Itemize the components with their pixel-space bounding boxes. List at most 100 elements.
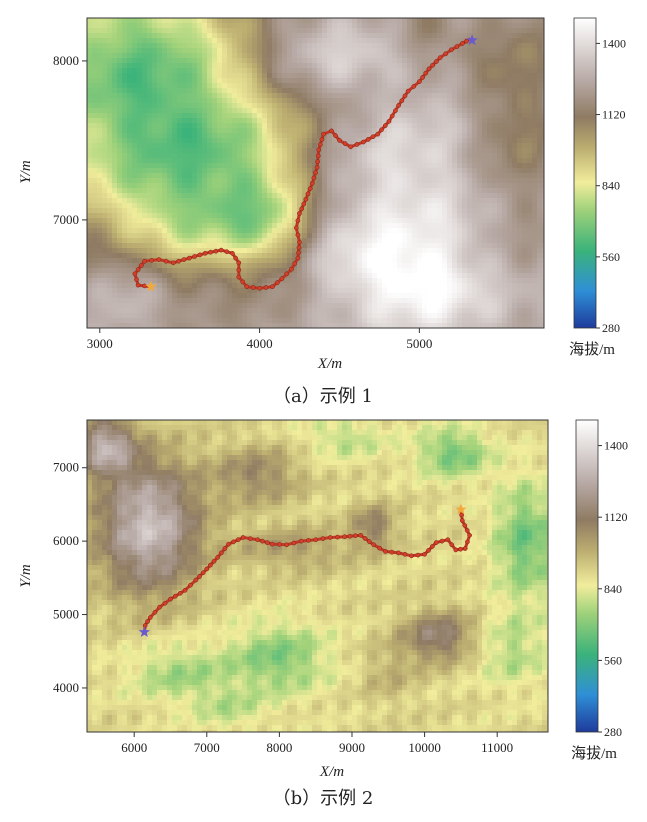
terrain-cell: [532, 263, 538, 269]
terrain-cell: [277, 198, 283, 204]
terrain-cell: [112, 213, 118, 219]
terrain-cell: [282, 78, 288, 84]
terrain-cell: [242, 23, 248, 29]
terrain-cell: [452, 63, 458, 69]
terrain-cell: [112, 248, 118, 254]
terrain-cell: [337, 78, 343, 84]
terrain-cell: [107, 28, 113, 34]
terrain-cell: [252, 238, 258, 244]
terrain-cell: [417, 183, 423, 189]
terrain-cell: [372, 228, 378, 234]
terrain-cell: [422, 198, 428, 204]
terrain-cell: [97, 28, 103, 34]
terrain-cell: [287, 258, 293, 264]
terrain-cell: [162, 273, 168, 279]
terrain-cell: [142, 58, 148, 64]
terrain-cell: [252, 78, 258, 84]
terrain-cell: [372, 278, 378, 284]
terrain-cell: [207, 48, 213, 54]
terrain-cell: [452, 198, 458, 204]
terrain-cell: [112, 43, 118, 49]
terrain-cell: [352, 63, 358, 69]
terrain-cell: [287, 53, 293, 59]
terrain-cell: [442, 83, 448, 89]
terrain-cell: [92, 103, 98, 109]
terrain-cell: [312, 58, 318, 64]
terrain-cell: [467, 68, 473, 74]
terrain-cell: [92, 33, 98, 39]
terrain-cell: [332, 278, 338, 284]
terrain-cell: [322, 43, 328, 49]
terrain-cell: [462, 153, 468, 159]
terrain-cell: [202, 203, 208, 209]
terrain-cell: [182, 223, 188, 229]
terrain-cell: [162, 253, 168, 259]
terrain-cell: [242, 158, 248, 164]
terrain-cell: [317, 188, 323, 194]
terrain-cell: [217, 118, 223, 124]
terrain-cell: [342, 268, 348, 274]
terrain-cell: [227, 253, 233, 259]
terrain-cell: [492, 113, 498, 119]
terrain-cell: [412, 163, 418, 169]
terrain-cell: [252, 233, 258, 239]
terrain-cell: [332, 243, 338, 249]
terrain-cell: [272, 183, 278, 189]
terrain-cell: [452, 243, 458, 249]
terrain-cell: [322, 83, 328, 89]
terrain-cell: [182, 28, 188, 34]
terrain-cell: [317, 278, 323, 284]
terrain-cell: [542, 58, 544, 64]
terrain-cell: [507, 233, 513, 239]
terrain-cell: [152, 163, 158, 169]
terrain-cell: [302, 78, 308, 84]
terrain-cell: [472, 153, 478, 159]
terrain-cell: [177, 88, 183, 94]
terrain-cell: [392, 268, 398, 274]
terrain-cell: [492, 103, 498, 109]
terrain-cell: [202, 168, 208, 174]
terrain-cell: [412, 223, 418, 229]
terrain-cell: [237, 133, 243, 139]
terrain-cell: [227, 258, 233, 264]
terrain-cell: [337, 208, 343, 214]
terrain-cell: [262, 148, 268, 154]
terrain-cell: [132, 43, 138, 49]
terrain-cell: [197, 288, 203, 294]
terrain-cell: [357, 28, 363, 34]
terrain-cell: [392, 228, 398, 234]
terrain-cell: [402, 183, 408, 189]
terrain-cell: [352, 118, 358, 124]
terrain-cell: [252, 143, 258, 149]
terrain-cell: [417, 18, 423, 24]
terrain-cell: [412, 123, 418, 129]
terrain-cell: [267, 163, 273, 169]
terrain-cell: [437, 88, 443, 94]
terrain-cell: [327, 113, 333, 119]
terrain-cell: [147, 38, 153, 44]
terrain-cell: [477, 118, 483, 124]
terrain-cell: [242, 193, 248, 199]
terrain-cell: [182, 103, 188, 109]
terrain-cell: [417, 33, 423, 39]
terrain-cell: [382, 103, 388, 109]
terrain-cell: [372, 258, 378, 264]
terrain-cell: [192, 33, 198, 39]
terrain-cell: [307, 228, 313, 234]
terrain-cell: [212, 258, 218, 264]
terrain-cell: [527, 228, 533, 234]
terrain-cell: [117, 43, 123, 49]
terrain-cell: [262, 33, 268, 39]
terrain-cell: [347, 73, 353, 79]
terrain-cell: [262, 218, 268, 224]
terrain-cell: [347, 128, 353, 134]
terrain-cell: [132, 118, 138, 124]
terrain-cell: [392, 43, 398, 49]
terrain-cell: [427, 173, 433, 179]
terrain-cell: [327, 83, 333, 89]
terrain-cell: [437, 113, 443, 119]
terrain-cell: [432, 148, 438, 154]
terrain-cell: [532, 203, 538, 209]
terrain-cell: [117, 138, 123, 144]
terrain-cell: [102, 268, 108, 274]
